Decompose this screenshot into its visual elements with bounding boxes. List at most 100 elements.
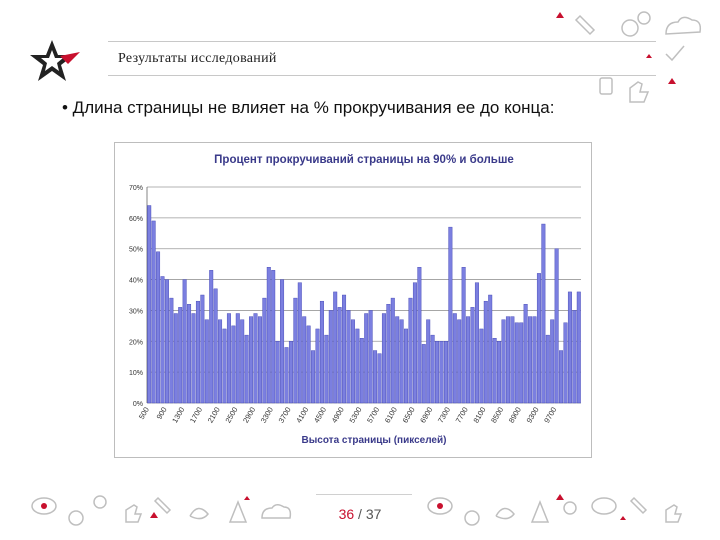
bar (395, 316, 400, 404)
bar (390, 297, 395, 404)
decorative-icons-top (556, 11, 702, 103)
header-rule-bottom (108, 75, 656, 76)
check-icon (665, 45, 685, 62)
bar (288, 341, 293, 404)
bar (293, 297, 298, 404)
bar (271, 270, 276, 404)
bar (306, 325, 311, 404)
chat-bubble-icon (427, 497, 453, 515)
gear-icon (464, 510, 480, 526)
page-counter: 36 / 37 (320, 506, 400, 522)
bar (147, 205, 152, 404)
bar (182, 279, 187, 404)
y-tick-label: 0% (133, 401, 143, 408)
x-tick-label: 2500 (223, 406, 239, 425)
y-tick-label: 60% (129, 216, 143, 223)
bar (302, 316, 307, 404)
x-tick-label: 5700 (365, 406, 381, 425)
bar (324, 334, 329, 404)
bar (315, 328, 320, 404)
bar (470, 307, 475, 404)
gear-icon (621, 19, 639, 37)
x-tick-label: 3700 (277, 406, 293, 425)
bar (404, 328, 409, 404)
gear-icon (637, 11, 651, 25)
x-tick-label: 6500 (401, 406, 417, 425)
x-tick-label: 9300 (525, 406, 541, 425)
bar (257, 316, 262, 404)
gear-icon (563, 501, 577, 515)
bar (412, 282, 417, 404)
header-rule-top (108, 41, 656, 42)
bar (559, 350, 564, 404)
bar (240, 319, 245, 404)
bar (567, 291, 572, 404)
bar (408, 297, 413, 404)
cursor-icon (599, 77, 613, 95)
bar (200, 294, 205, 404)
bar (297, 282, 302, 404)
bar (244, 334, 249, 404)
bar (262, 297, 267, 404)
rocket-icon (530, 499, 550, 523)
bar (523, 304, 528, 404)
bar (448, 226, 453, 404)
y-tick-label: 70% (129, 185, 143, 192)
bar (554, 248, 559, 404)
bar (368, 310, 373, 404)
bar (195, 300, 200, 404)
page-current: 36 (338, 506, 355, 522)
x-tick-label: 4900 (330, 406, 346, 425)
bar (563, 322, 568, 404)
bar (514, 322, 519, 404)
x-tick-label: 5300 (347, 406, 363, 425)
bar (466, 316, 471, 404)
bar (426, 319, 431, 404)
y-tick-label: 40% (129, 278, 143, 285)
x-tick-label: 1700 (188, 406, 204, 425)
bar (319, 300, 324, 404)
bar (253, 313, 258, 404)
gear-icon (93, 495, 107, 509)
bar (545, 334, 550, 404)
bar (231, 325, 236, 404)
bar (311, 350, 316, 404)
bar (209, 270, 214, 404)
bar (474, 282, 479, 404)
bar (226, 313, 231, 404)
bar (452, 313, 457, 404)
x-tick-label: 8900 (507, 406, 523, 425)
bar (461, 267, 466, 404)
bar (430, 334, 435, 404)
bar (346, 310, 351, 404)
bar (204, 319, 209, 404)
bar (275, 341, 280, 404)
bar (541, 223, 546, 404)
pencil-icon (629, 496, 648, 515)
bar (519, 322, 524, 404)
bar (249, 316, 254, 404)
bar (510, 316, 515, 404)
bar (572, 310, 577, 404)
decorative-icons-bottom-right (427, 494, 683, 526)
x-axis-label: Высота страницы (пикселей) (302, 435, 447, 446)
bar (417, 267, 422, 404)
bullet-text: • Длина страницы не влияет на % прокручи… (62, 98, 555, 117)
bar (169, 297, 174, 404)
page-total: 37 (365, 506, 382, 522)
bar (576, 291, 581, 404)
arrow-icon (646, 54, 652, 58)
bar (187, 304, 192, 404)
bar (151, 220, 156, 404)
x-tick-label: 900 (155, 406, 169, 421)
bar (377, 353, 382, 404)
bar (505, 316, 510, 404)
bar (284, 347, 289, 404)
bar (213, 288, 218, 404)
x-tick-label: 1300 (170, 406, 186, 425)
y-tick-label: 20% (129, 339, 143, 346)
bar (266, 267, 271, 404)
bar (488, 294, 493, 404)
bar (483, 300, 488, 404)
bar (532, 316, 537, 404)
